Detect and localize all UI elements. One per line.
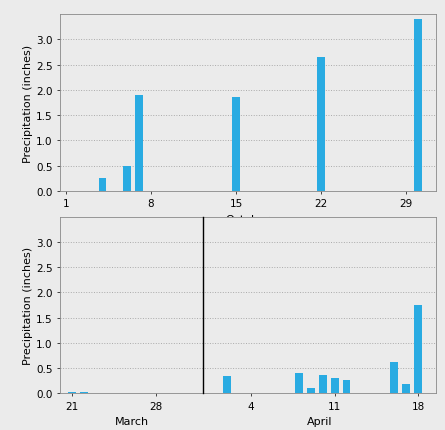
Bar xyxy=(295,373,303,393)
Bar xyxy=(223,376,231,393)
Bar xyxy=(319,375,327,393)
Bar xyxy=(331,378,339,393)
Y-axis label: Precipitation (inches): Precipitation (inches) xyxy=(23,246,33,364)
Bar xyxy=(135,95,143,191)
Bar xyxy=(402,384,410,393)
Bar xyxy=(390,362,398,393)
Bar xyxy=(414,305,422,393)
Bar xyxy=(99,179,106,191)
Bar xyxy=(343,380,351,393)
X-axis label: October: October xyxy=(226,215,271,224)
Bar xyxy=(232,98,240,191)
Bar xyxy=(123,166,131,191)
Bar xyxy=(414,20,422,191)
Bar xyxy=(317,58,325,191)
Text: April: April xyxy=(307,416,332,427)
Bar xyxy=(307,388,315,393)
Y-axis label: Precipitation (inches): Precipitation (inches) xyxy=(23,44,33,162)
Text: March: March xyxy=(114,416,149,427)
